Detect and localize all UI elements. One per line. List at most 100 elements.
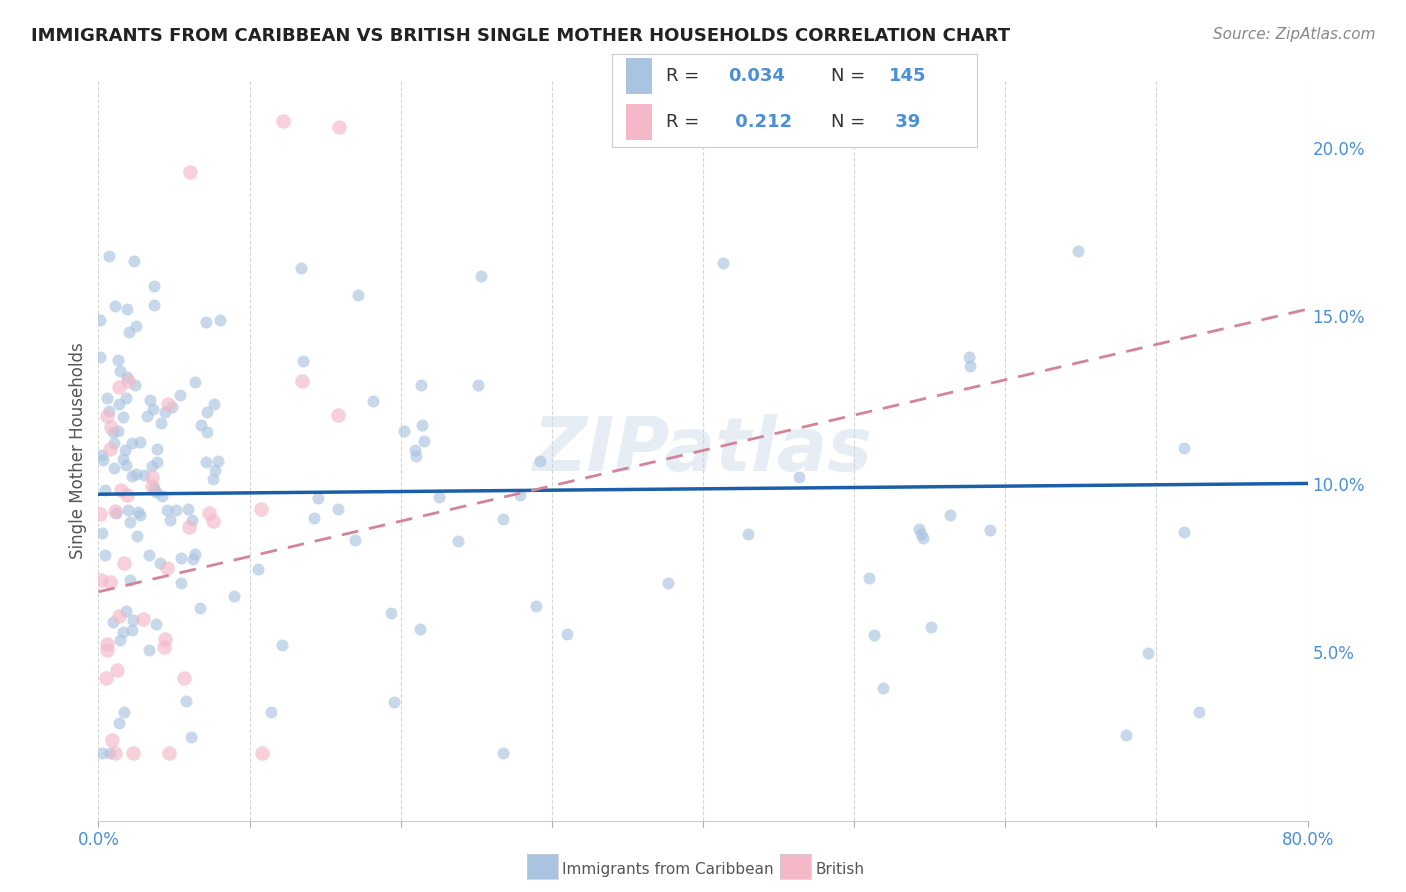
Point bbox=[197, 506, 219, 520]
Point bbox=[91, 448, 114, 462]
Point bbox=[409, 377, 432, 392]
Point bbox=[96, 637, 118, 651]
Point bbox=[737, 527, 759, 541]
Point bbox=[125, 529, 148, 543]
Point bbox=[90, 525, 112, 540]
Point bbox=[104, 504, 127, 518]
Point bbox=[111, 451, 134, 466]
Text: R =: R = bbox=[666, 67, 706, 85]
Point bbox=[149, 557, 172, 571]
Point bbox=[177, 520, 200, 534]
Point bbox=[107, 425, 129, 439]
Point bbox=[142, 402, 165, 417]
Point bbox=[179, 164, 201, 178]
Point bbox=[141, 469, 163, 483]
Point bbox=[194, 315, 217, 329]
Point bbox=[114, 604, 136, 618]
Point bbox=[181, 513, 204, 527]
Point bbox=[380, 607, 402, 621]
Point bbox=[125, 318, 148, 333]
Point bbox=[858, 571, 880, 585]
Text: 39: 39 bbox=[890, 113, 921, 131]
Point bbox=[156, 561, 179, 575]
Point bbox=[957, 350, 980, 364]
Point bbox=[492, 747, 515, 761]
Point bbox=[382, 695, 405, 709]
Text: 0.212: 0.212 bbox=[728, 113, 792, 131]
Point bbox=[115, 370, 138, 384]
Point bbox=[107, 608, 129, 623]
Point bbox=[132, 612, 155, 626]
Point bbox=[201, 514, 224, 528]
Point bbox=[89, 313, 111, 327]
Point bbox=[121, 623, 143, 637]
Point bbox=[174, 694, 197, 708]
Point bbox=[112, 706, 135, 720]
Point bbox=[204, 463, 226, 477]
Point bbox=[169, 388, 191, 402]
Point bbox=[98, 248, 121, 262]
Point bbox=[184, 375, 207, 389]
Point bbox=[97, 404, 120, 418]
Point bbox=[141, 458, 163, 473]
Point bbox=[290, 261, 312, 276]
Text: 0.034: 0.034 bbox=[728, 67, 786, 85]
Point bbox=[159, 747, 181, 761]
Point bbox=[197, 405, 219, 419]
Point bbox=[344, 533, 367, 547]
Point bbox=[250, 502, 273, 516]
Point bbox=[108, 364, 131, 378]
Point bbox=[108, 379, 131, 393]
Point bbox=[143, 298, 166, 312]
Point bbox=[108, 715, 131, 730]
Point bbox=[1173, 525, 1195, 540]
Point bbox=[104, 506, 127, 520]
Point bbox=[153, 640, 176, 654]
Point bbox=[150, 417, 173, 431]
Point bbox=[657, 576, 679, 591]
Text: Immigrants from Caribbean: Immigrants from Caribbean bbox=[562, 863, 775, 877]
Point bbox=[136, 409, 159, 424]
Text: British: British bbox=[815, 863, 865, 877]
Point bbox=[170, 550, 193, 565]
Point bbox=[114, 458, 136, 472]
Point bbox=[165, 503, 187, 517]
Point bbox=[108, 632, 131, 647]
Text: R =: R = bbox=[666, 113, 706, 131]
Point bbox=[509, 488, 531, 502]
Point bbox=[252, 747, 274, 761]
Point bbox=[246, 562, 269, 576]
Point bbox=[409, 622, 432, 636]
Point bbox=[117, 488, 139, 502]
Point bbox=[979, 523, 1001, 537]
Point bbox=[427, 491, 450, 505]
Point bbox=[145, 455, 167, 469]
Point bbox=[122, 613, 145, 627]
Point bbox=[787, 469, 810, 483]
Point bbox=[101, 425, 124, 439]
Point bbox=[1173, 442, 1195, 456]
Point bbox=[872, 681, 894, 695]
Point bbox=[411, 417, 433, 432]
Point bbox=[555, 627, 578, 641]
Point bbox=[118, 573, 141, 587]
Point bbox=[153, 632, 176, 646]
Point bbox=[208, 312, 231, 326]
Point bbox=[711, 256, 734, 270]
Point bbox=[118, 515, 141, 529]
Point bbox=[271, 639, 294, 653]
Point bbox=[194, 455, 217, 469]
Point bbox=[529, 454, 551, 468]
Point bbox=[104, 299, 127, 313]
Point bbox=[862, 628, 884, 642]
Point bbox=[271, 114, 294, 128]
Point bbox=[328, 120, 350, 135]
Point bbox=[145, 616, 167, 631]
Y-axis label: Single Mother Households: Single Mother Households bbox=[69, 343, 87, 558]
Point bbox=[112, 556, 135, 570]
Point bbox=[96, 643, 118, 657]
Text: ZIPatlas: ZIPatlas bbox=[533, 414, 873, 487]
Point bbox=[346, 288, 368, 302]
Point bbox=[104, 747, 127, 761]
Point bbox=[180, 731, 202, 745]
